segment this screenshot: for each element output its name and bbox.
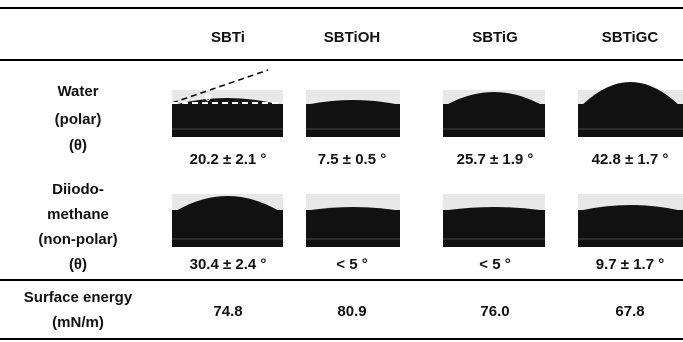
row-label: Surface energy [24, 289, 133, 306]
substrate [578, 210, 683, 247]
column-header: SBTi [211, 29, 245, 46]
substrate [172, 210, 283, 247]
table-text: SBTi SBTiOH SBTiG SBTiGC Water (polar) (θ) 20.2… [24, 29, 669, 331]
substrate [443, 210, 545, 247]
row-label: (θ) [69, 137, 87, 154]
substrate [578, 104, 683, 137]
cell-value: < 5 ° [336, 256, 367, 273]
row-label: Water [57, 83, 98, 100]
cell-value: 76.0 [480, 303, 509, 320]
substrate [443, 104, 545, 137]
column-header: SBTiGC [602, 29, 659, 46]
substrate [306, 210, 400, 247]
cell-value: 25.7 ± 1.9 ° [457, 151, 534, 168]
column-header: SBTiG [472, 29, 518, 46]
figure-table: θ SBTi SBTiOH SBTiG SBTiGC Water (polar) (θ) 20… [0, 0, 683, 342]
cell-value: 20.2 ± 2.1 ° [190, 151, 267, 168]
row-label: (mN/m) [52, 314, 104, 331]
cell-value: 74.8 [213, 303, 242, 320]
angle-annotation: θ [205, 92, 211, 104]
row-label: (non-polar) [38, 231, 117, 248]
row-label: methane [47, 206, 109, 223]
substrate [172, 104, 283, 137]
row-label: (polar) [55, 111, 102, 128]
cell-value: 67.8 [615, 303, 644, 320]
row-label: Diiodo- [52, 181, 104, 198]
substrate [306, 104, 400, 137]
cell-value: < 5 ° [479, 256, 510, 273]
column-header: SBTiOH [324, 29, 380, 46]
droplet [583, 82, 678, 104]
cell-value: 9.7 ± 1.7 ° [596, 256, 664, 273]
cell-value: 7.5 ± 0.5 ° [318, 151, 386, 168]
row-label: (θ) [69, 256, 87, 273]
cell-value: 80.9 [337, 303, 366, 320]
cell-value: 42.8 ± 1.7 ° [592, 151, 669, 168]
cell-value: 30.4 ± 2.4 ° [190, 256, 267, 273]
